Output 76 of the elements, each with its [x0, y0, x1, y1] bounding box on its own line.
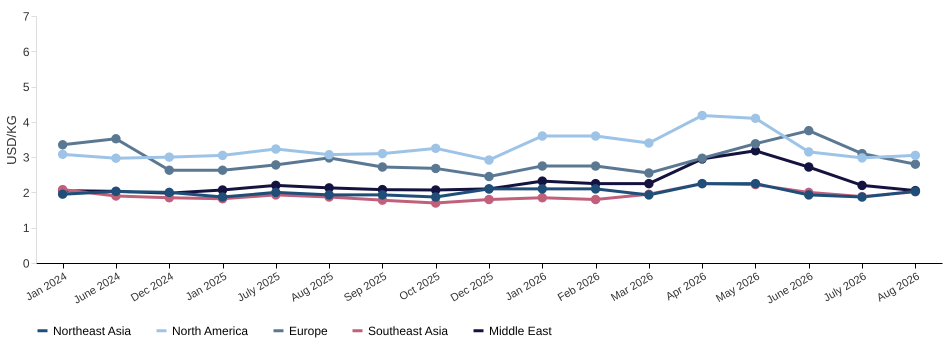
point	[324, 150, 334, 160]
point	[430, 144, 440, 154]
point	[538, 161, 548, 171]
x-tick-label: Jan 2024	[24, 270, 70, 304]
point	[378, 162, 388, 172]
point	[538, 131, 548, 141]
y-tick-label: 3	[22, 150, 30, 165]
x-tick-label: Jan 2025	[184, 270, 230, 304]
legend-label: Southeast Asia	[368, 324, 448, 338]
x-tick-label: Jan 2026	[504, 270, 549, 304]
y-tick-label: 2	[22, 186, 30, 200]
x-tick-label: Sep 2025	[342, 270, 389, 304]
x-tick-label: Oct 2025	[398, 270, 442, 304]
point	[164, 152, 174, 162]
point	[218, 165, 228, 175]
point	[804, 190, 814, 200]
x-tick-label: Aug 2025	[288, 270, 336, 304]
point	[164, 165, 174, 175]
legend-label: North America	[172, 324, 248, 338]
point	[750, 114, 760, 124]
x-tick-label: May 2026	[714, 270, 762, 306]
legend-label: Europe	[289, 324, 328, 338]
y-tick-label: 6	[22, 44, 30, 59]
point	[590, 161, 600, 171]
point	[750, 139, 760, 148]
x-tick-label: Mar 2026	[609, 270, 656, 304]
point	[484, 172, 494, 182]
point	[910, 159, 920, 169]
point	[857, 180, 867, 190]
point	[590, 184, 600, 194]
point	[111, 153, 121, 163]
point	[58, 189, 68, 199]
point	[538, 192, 548, 202]
point	[430, 192, 440, 202]
point	[804, 147, 814, 157]
x-tick-label: Feb 2026	[556, 270, 602, 304]
point	[271, 144, 281, 154]
point	[58, 150, 68, 160]
point	[644, 168, 654, 178]
point	[910, 150, 920, 160]
point	[378, 148, 388, 158]
point	[697, 110, 707, 120]
y-tick-label: 7	[22, 10, 30, 24]
point	[538, 176, 548, 186]
point	[484, 194, 494, 204]
y-tick-label: 0	[22, 256, 30, 270]
point	[271, 160, 281, 170]
x-tick-label: June 2026	[764, 270, 816, 307]
point	[58, 140, 68, 150]
y-tick-label: 1	[22, 221, 30, 236]
point	[804, 162, 814, 172]
x-tick-label: June 2024	[72, 270, 122, 307]
x-tick-label: Apr 2026	[664, 270, 709, 304]
point	[590, 194, 600, 204]
point	[271, 188, 281, 198]
point	[378, 190, 388, 200]
point	[590, 131, 600, 141]
point	[644, 138, 654, 148]
point	[430, 164, 440, 174]
legend-label: Middle East	[489, 324, 552, 338]
x-tick-label: July 2025	[236, 270, 282, 304]
x-tick-label: Dec 2024	[128, 270, 176, 304]
point	[111, 134, 121, 144]
point	[538, 184, 548, 194]
point	[218, 150, 228, 160]
point	[804, 126, 814, 136]
legend-label: Northeast Asia	[53, 324, 132, 338]
x-tick-label: Aug 2026	[875, 270, 922, 304]
y-tick-label: 4	[22, 115, 30, 130]
point	[644, 178, 654, 188]
y-tick-label: 5	[22, 80, 30, 94]
point	[857, 153, 867, 163]
x-tick-label: July 2026	[822, 270, 869, 304]
y-axis-title: USD/KG	[4, 115, 19, 165]
point	[484, 155, 494, 165]
x-tick-label: Dec 2025	[448, 270, 496, 304]
